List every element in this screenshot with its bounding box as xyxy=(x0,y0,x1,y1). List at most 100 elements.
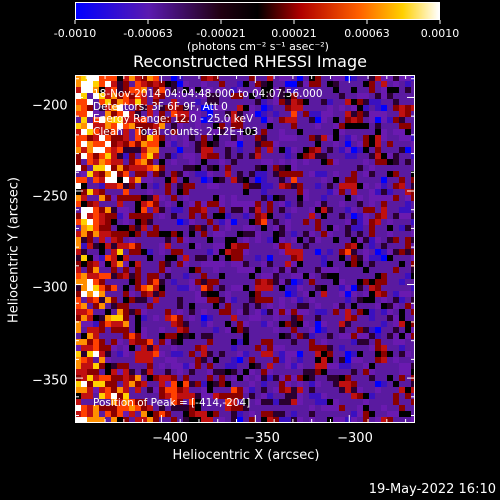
heatmap-cell xyxy=(213,231,219,237)
heatmap-cell xyxy=(159,255,165,261)
heatmap-cell xyxy=(123,279,129,285)
heatmap-cell xyxy=(393,93,399,99)
heatmap-cell xyxy=(369,267,375,273)
heatmap-cell xyxy=(267,315,273,321)
heatmap-cell xyxy=(297,99,303,105)
heatmap-cell xyxy=(291,165,297,171)
heatmap-cell xyxy=(99,369,105,375)
heatmap-cell xyxy=(177,195,183,201)
heatmap-cell xyxy=(243,273,249,279)
heatmap-cell xyxy=(117,267,123,273)
heatmap-cell xyxy=(333,285,339,291)
heatmap-cell xyxy=(171,129,177,135)
heatmap-cell xyxy=(315,225,321,231)
heatmap-cell xyxy=(315,285,321,291)
heatmap-cell xyxy=(201,309,207,315)
heatmap-cell xyxy=(189,177,195,183)
heatmap-cell xyxy=(375,213,381,219)
heatmap-cell xyxy=(411,201,415,207)
heatmap-cell xyxy=(117,285,123,291)
heatmap-cell xyxy=(75,123,81,129)
heatmap-cell xyxy=(255,297,261,303)
heatmap-cell xyxy=(195,129,201,135)
detectors-label: Detectors: 3F 6F 9F, Att 0 xyxy=(93,100,228,113)
heatmap-cell xyxy=(357,345,363,351)
heatmap-cell xyxy=(273,81,279,87)
heatmap-cell xyxy=(333,201,339,207)
heatmap-cell xyxy=(351,75,357,81)
heatmap-cell xyxy=(165,381,171,387)
heatmap-cell xyxy=(303,405,309,411)
heatmap-cell xyxy=(327,345,333,351)
heatmap-cell xyxy=(357,135,363,141)
heatmap-cell xyxy=(207,333,213,339)
heatmap-cell xyxy=(309,159,315,165)
heatmap-cell xyxy=(147,225,153,231)
heatmap-cell xyxy=(327,213,333,219)
heatmap-cell xyxy=(309,369,315,375)
heatmap-cell xyxy=(315,315,321,321)
heatmap-cell xyxy=(213,237,219,243)
heatmap-cell xyxy=(237,291,243,297)
heatmap-cell xyxy=(171,177,177,183)
heatmap-cell xyxy=(195,231,201,237)
heatmap-cell xyxy=(249,141,255,147)
heatmap-cell xyxy=(123,255,129,261)
heatmap-cell xyxy=(315,369,321,375)
heatmap-cell xyxy=(231,189,237,195)
heatmap-cell xyxy=(123,87,129,93)
heatmap-cell xyxy=(87,243,93,249)
heatmap-cell xyxy=(321,213,327,219)
heatmap-cell xyxy=(123,75,129,81)
heatmap-cell xyxy=(129,153,135,159)
heatmap-cell xyxy=(117,387,123,393)
heatmap-cell xyxy=(321,219,327,225)
heatmap-cell xyxy=(267,417,273,423)
heatmap-cell xyxy=(375,81,381,87)
heatmap-cell xyxy=(141,315,147,321)
heatmap-cell xyxy=(165,81,171,87)
heatmap-cell xyxy=(213,261,219,267)
heatmap-cell xyxy=(411,219,415,225)
heatmap-cell xyxy=(147,81,153,87)
heatmap-cell xyxy=(141,225,147,231)
heatmap-cell xyxy=(303,327,309,333)
heatmap-cell xyxy=(249,93,255,99)
heatmap-cell xyxy=(333,189,339,195)
heatmap-cell xyxy=(309,129,315,135)
heatmap-cell xyxy=(297,285,303,291)
heatmap-cell xyxy=(195,237,201,243)
heatmap-cell xyxy=(123,351,129,357)
heatmap-cell xyxy=(309,123,315,129)
heatmap-cell xyxy=(177,273,183,279)
heatmap-cell xyxy=(75,237,81,243)
heatmap-cell xyxy=(141,273,147,279)
heatmap-cell xyxy=(387,231,393,237)
heatmap-cell xyxy=(261,99,267,105)
heatmap-cell xyxy=(165,87,171,93)
heatmap-cell xyxy=(261,381,267,387)
heatmap-cell xyxy=(411,93,415,99)
heatmap-cell xyxy=(375,291,381,297)
heatmap-cell xyxy=(369,345,375,351)
heatmap-cell xyxy=(213,399,219,405)
heatmap-cell xyxy=(99,225,105,231)
heatmap-cell xyxy=(87,87,93,93)
heatmap-cell xyxy=(153,309,159,315)
heatmap-cell xyxy=(189,261,195,267)
heatmap-cell xyxy=(219,93,225,99)
heatmap-cell xyxy=(291,393,297,399)
heatmap-cell xyxy=(75,189,81,195)
heatmap-cell xyxy=(405,165,411,171)
heatmap-cell xyxy=(297,165,303,171)
heatmap-cell xyxy=(201,243,207,249)
heatmap-cell xyxy=(123,285,129,291)
heatmap-cell xyxy=(261,243,267,249)
heatmap-cell xyxy=(105,285,111,291)
heatmap-cell xyxy=(249,99,255,105)
heatmap-cell xyxy=(177,225,183,231)
heatmap-cell xyxy=(153,255,159,261)
heatmap-cell xyxy=(195,405,201,411)
heatmap-cell xyxy=(195,93,201,99)
heatmap-cell xyxy=(135,405,141,411)
